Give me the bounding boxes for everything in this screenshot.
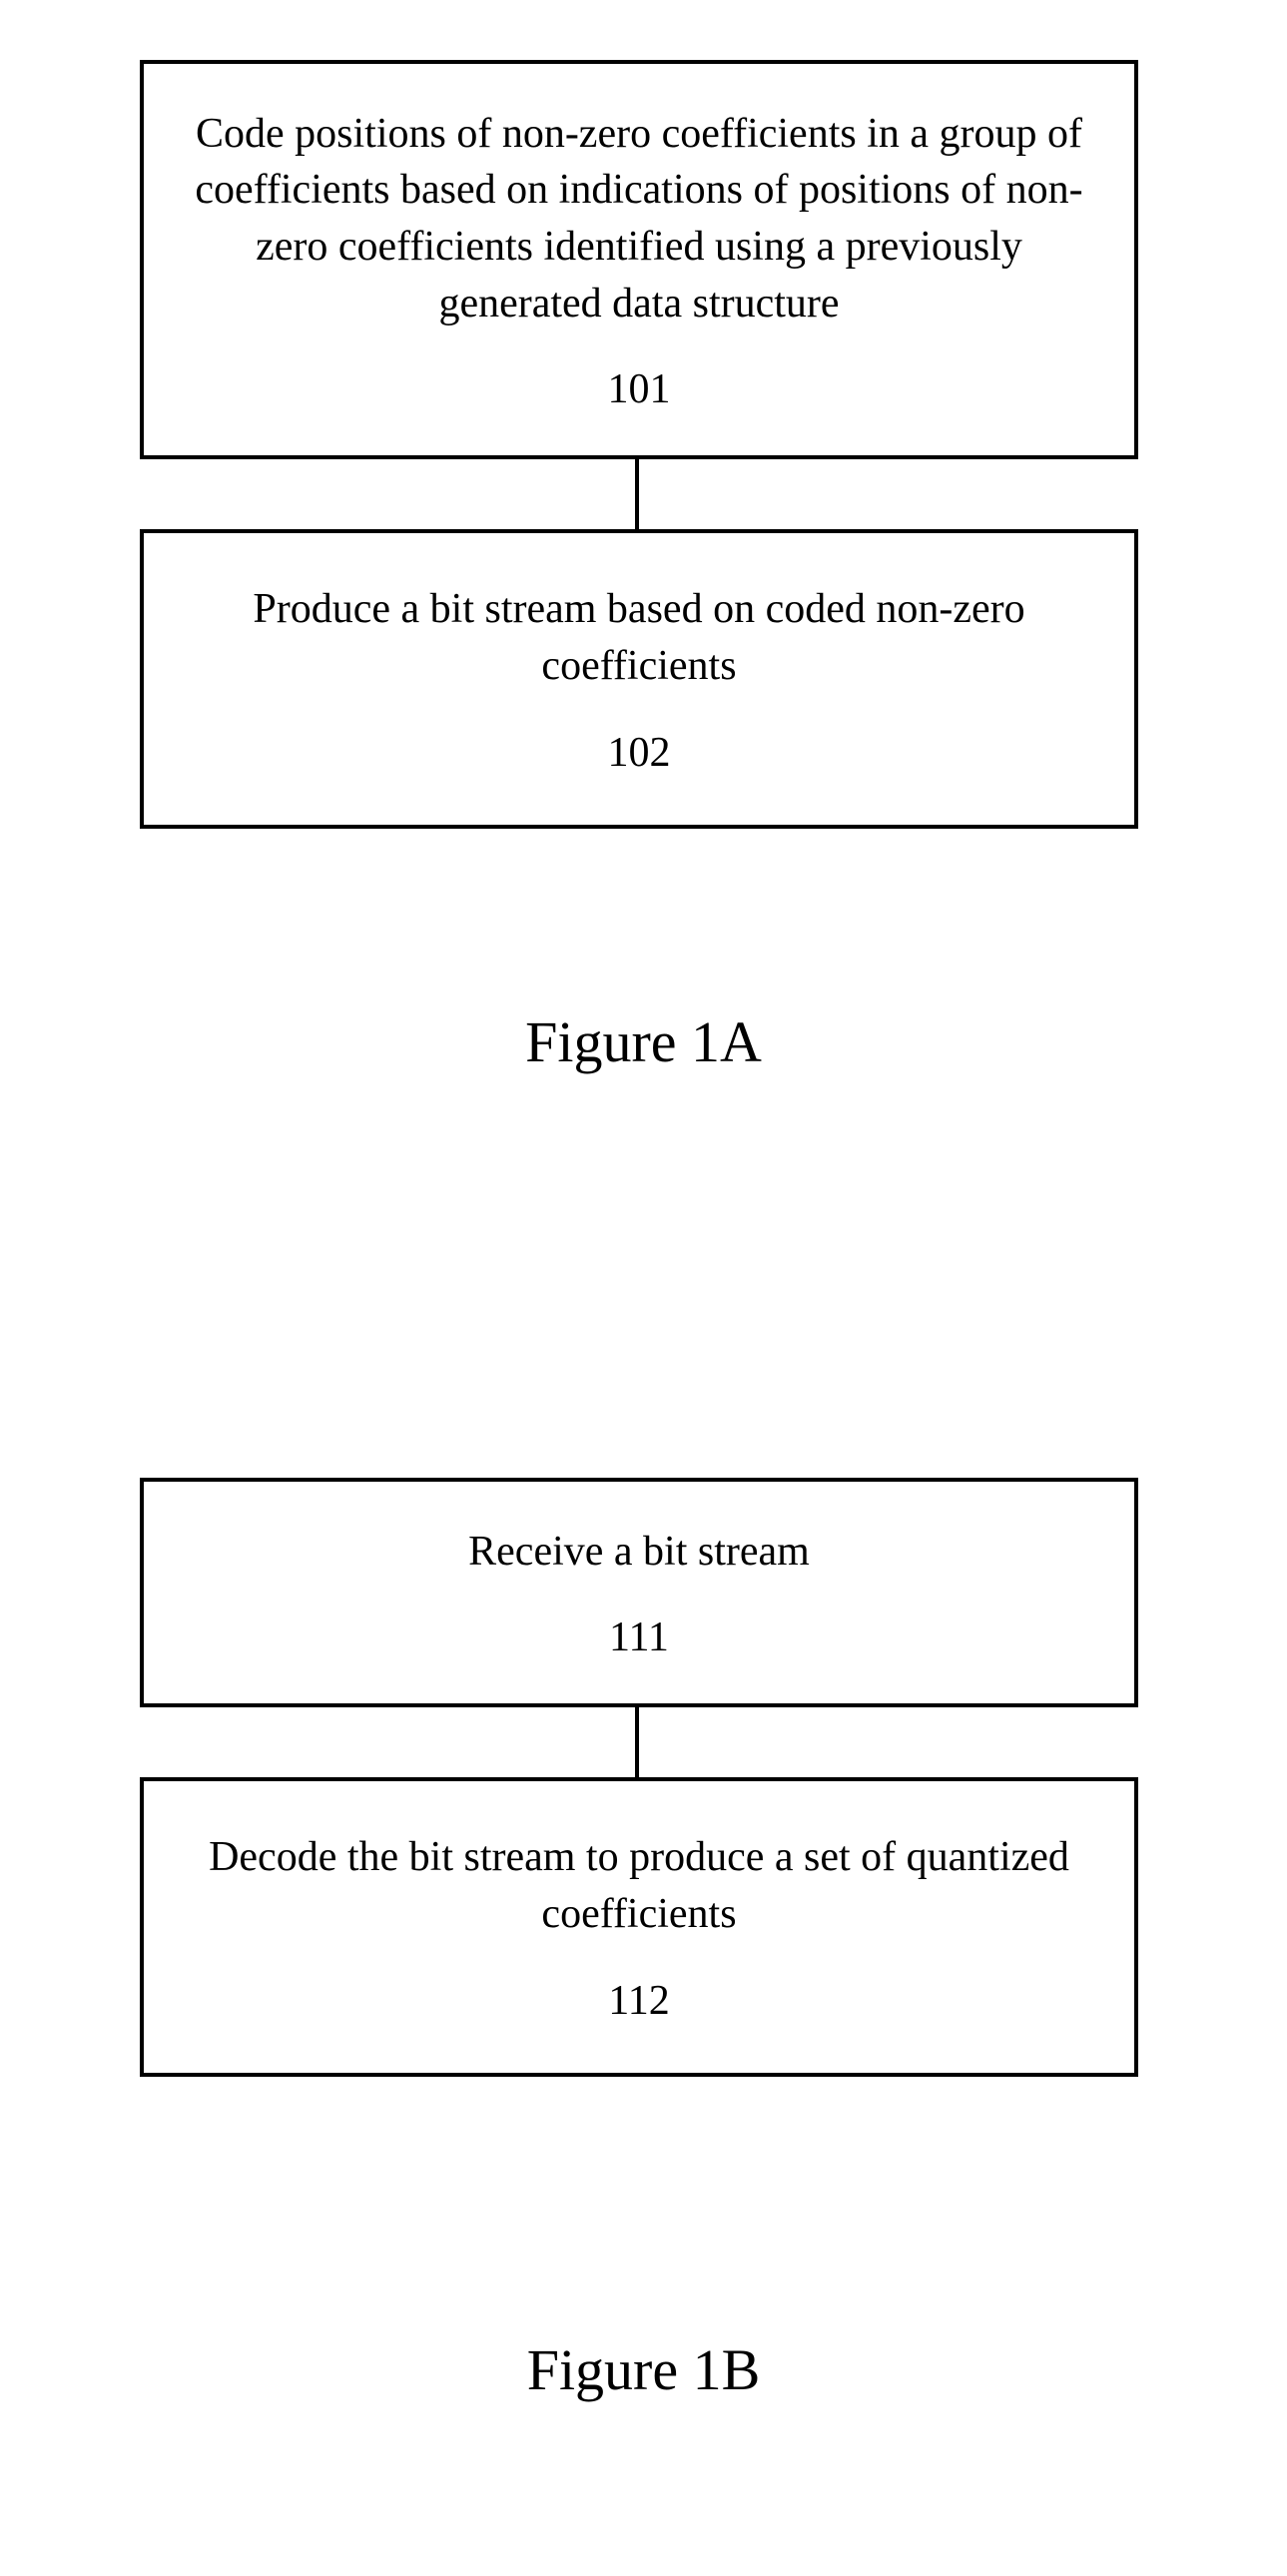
fig1a-box-101-num: 101 [608,365,671,413]
fig1a-caption: Figure 1A [0,1008,1287,1075]
fig1a-connector [635,459,639,529]
fig1b-box-112: Decode the bit stream to produce a set o… [140,1777,1138,2077]
fig1b-connector [635,1707,639,1777]
fig1a-box-101-text: Code positions of non-zero coefficients … [184,106,1094,332]
fig1b-box-111: Receive a bit stream 111 [140,1478,1138,1707]
fig1b-box-111-text: Receive a bit stream [468,1524,810,1581]
fig1b-box-112-num: 112 [608,1977,669,2025]
fig1a-box-101: Code positions of non-zero coefficients … [140,60,1138,459]
fig1a-box-102: Produce a bit stream based on coded non-… [140,529,1138,829]
fig1b-caption: Figure 1B [0,2336,1287,2403]
page: Code positions of non-zero coefficients … [0,0,1287,2576]
fig1a-box-102-num: 102 [608,729,671,777]
fig1b-box-111-num: 111 [609,1613,669,1661]
fig1a-box-102-text: Produce a bit stream based on coded non-… [184,581,1094,694]
fig1b-box-112-text: Decode the bit stream to produce a set o… [184,1829,1094,1942]
